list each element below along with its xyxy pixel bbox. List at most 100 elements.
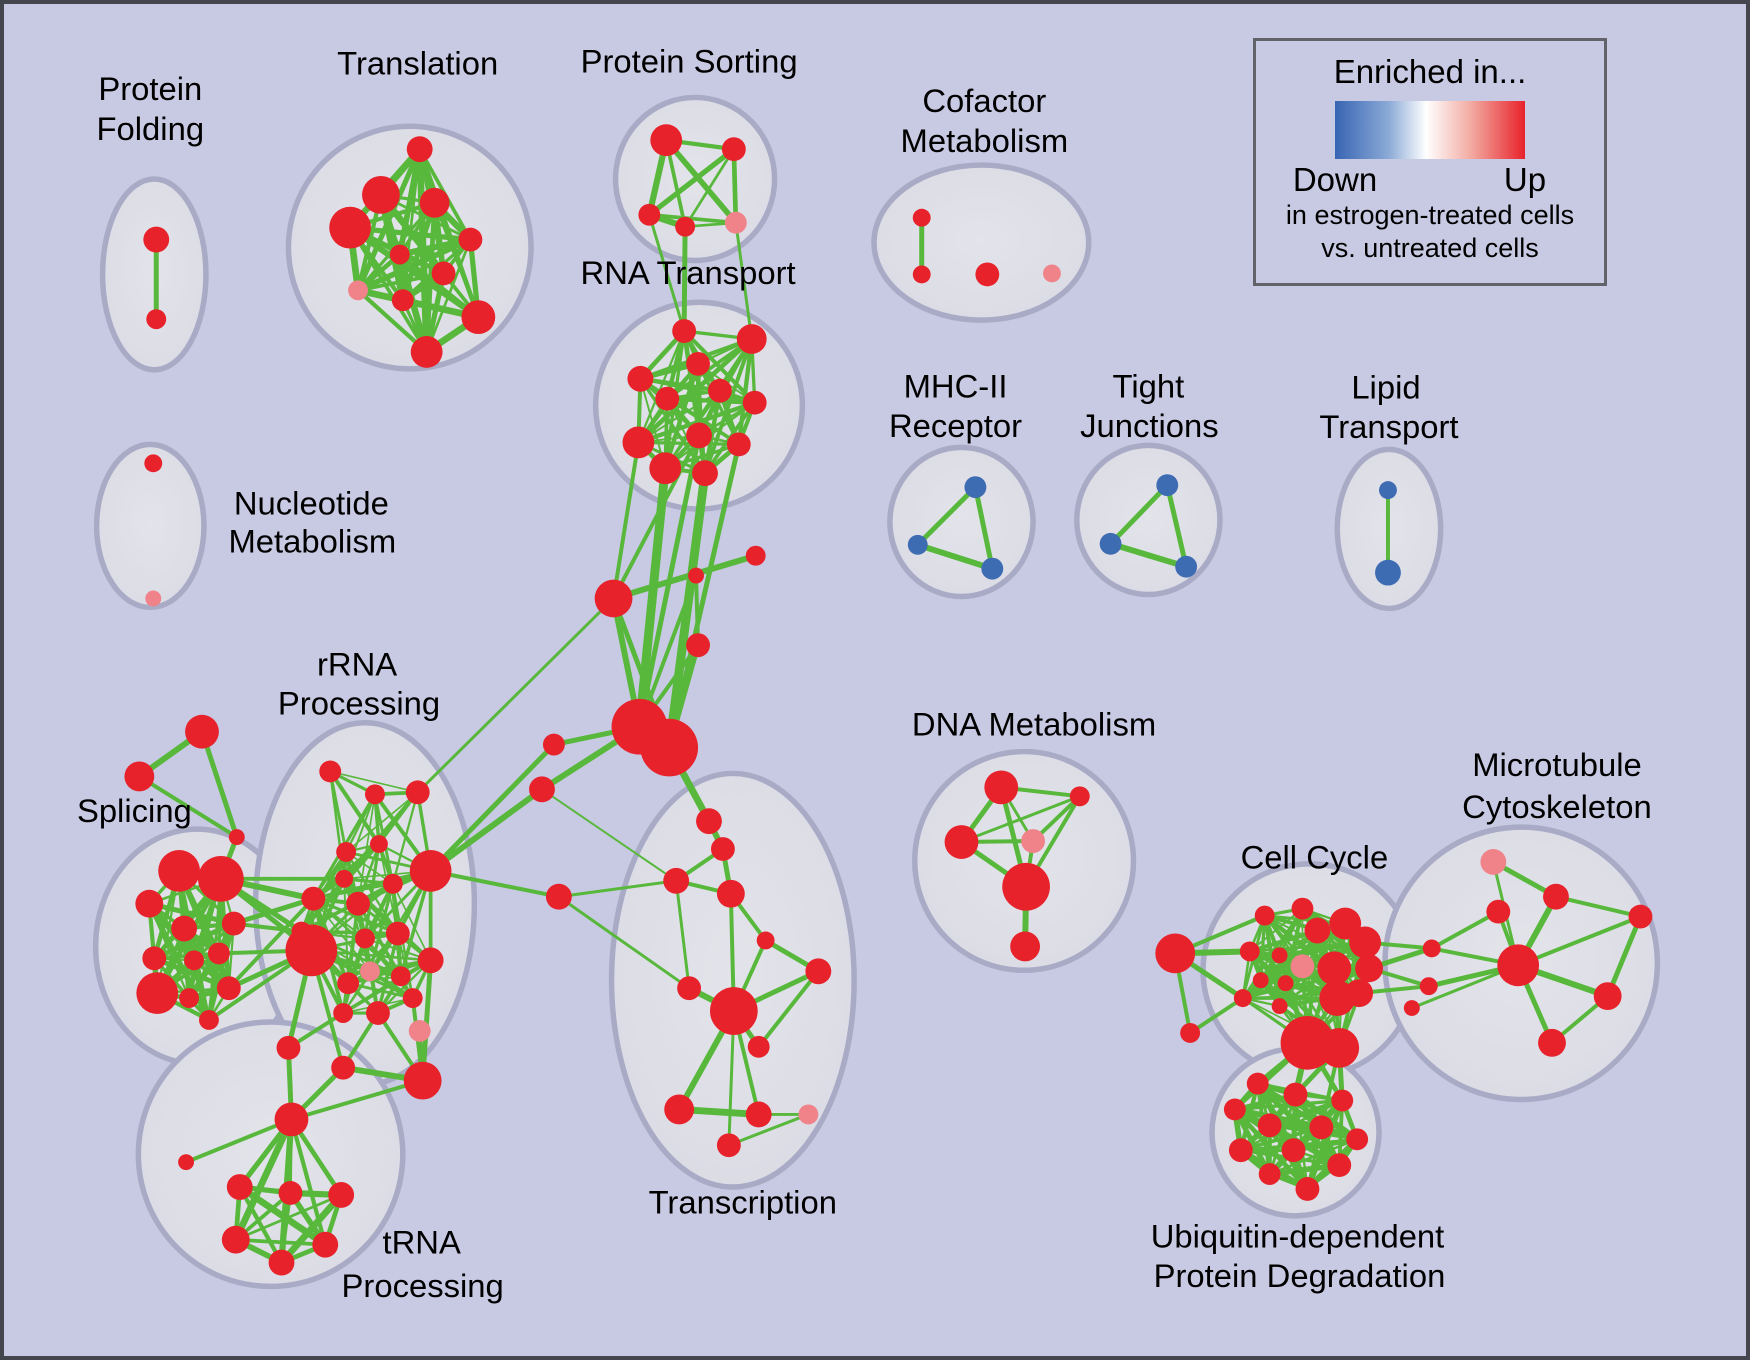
enrichment-edge bbox=[734, 221, 754, 341]
gene-set-node-red bbox=[545, 883, 572, 910]
gene-set-node-red bbox=[912, 208, 931, 227]
gene-set-node-red bbox=[1246, 1072, 1269, 1095]
gene-set-node-pink bbox=[348, 280, 368, 301]
enrichment-edge bbox=[727, 1112, 810, 1147]
gene-set-node-red bbox=[686, 422, 712, 449]
enrichment-edge-trna-mesh bbox=[234, 1193, 343, 1242]
gene-set-node-red bbox=[622, 426, 655, 459]
enrichment-edge-rrna-mesh bbox=[391, 791, 419, 885]
gene-set-node-pink bbox=[798, 1104, 819, 1125]
enrichment-edge bbox=[199, 729, 240, 840]
cluster-label: Splicing bbox=[77, 792, 192, 829]
gene-set-node-red bbox=[329, 206, 371, 249]
gene-set-node-red bbox=[944, 825, 979, 859]
cluster-label: Processing bbox=[278, 685, 440, 722]
enrichment-edge-rna-transport-mesh bbox=[702, 388, 723, 476]
enrichment-edge-rrna-mesh bbox=[363, 842, 381, 941]
gene-set-node-red bbox=[1309, 1115, 1334, 1140]
gene-set-node-red bbox=[369, 835, 388, 853]
gene-set-node-red bbox=[301, 886, 326, 911]
legend-subtitle-line2: vs. untreated cells bbox=[1321, 233, 1539, 263]
enrichment-edge-rna-transport-mesh bbox=[666, 397, 706, 475]
gene-set-node-pink bbox=[145, 590, 162, 607]
enrichment-edge bbox=[610, 552, 759, 602]
gene-set-node-red bbox=[1543, 883, 1569, 910]
cluster-label: Cofactor bbox=[922, 82, 1046, 119]
gene-set-node-red bbox=[649, 452, 682, 485]
gene-set-node-red bbox=[1228, 1138, 1253, 1163]
gene-set-node-red bbox=[1069, 786, 1090, 807]
gene-set-node-red bbox=[1291, 897, 1314, 920]
legend-up-label: Up bbox=[1503, 161, 1547, 198]
enrichment-edge bbox=[1553, 894, 1643, 919]
gene-set-node-red bbox=[136, 972, 179, 1015]
gene-set-node-red bbox=[405, 780, 430, 805]
gene-set-node-red bbox=[184, 950, 204, 971]
nodes-layer bbox=[124, 124, 1653, 1276]
enrichment-edge-rrna-mesh bbox=[329, 770, 419, 794]
enrichment-edge bbox=[647, 213, 686, 333]
cluster-label: Microtubule bbox=[1472, 746, 1642, 783]
cluster-label: Transport bbox=[1319, 408, 1458, 445]
enrichment-edge-translation-mesh bbox=[356, 271, 446, 293]
gene-set-node-red bbox=[346, 891, 370, 916]
gene-set-node-pink bbox=[1043, 264, 1061, 283]
enrichment-edge-trna-mesh bbox=[278, 1191, 345, 1266]
cluster-ellipse-mhc-ii-receptor bbox=[887, 444, 1036, 600]
gene-set-node-red bbox=[747, 1035, 770, 1058]
gene-set-node-red bbox=[1327, 1153, 1352, 1178]
gene-set-node-red bbox=[1329, 907, 1362, 940]
enrichment-edge bbox=[611, 433, 702, 601]
gene-set-node-red bbox=[336, 842, 357, 862]
gene-set-node-red bbox=[1419, 977, 1438, 996]
cluster-label: RNA Transport bbox=[581, 254, 796, 291]
cluster-ellipse-nucleotide-metabolism bbox=[93, 441, 207, 611]
enrichment-edge-trna-mesh bbox=[233, 1237, 328, 1247]
cluster-label: Lipid bbox=[1351, 368, 1420, 405]
gene-set-node-red bbox=[1233, 989, 1252, 1008]
gene-set-node-red bbox=[179, 988, 199, 1009]
cluster-label: Receptor bbox=[889, 407, 1022, 444]
gene-set-node-red bbox=[417, 947, 444, 974]
gene-set-node-red bbox=[389, 244, 410, 265]
gene-set-node-red bbox=[742, 390, 767, 415]
gene-set-node-red bbox=[664, 1094, 695, 1125]
cluster-label: Junctions bbox=[1080, 407, 1219, 444]
gene-set-node-blue bbox=[907, 534, 928, 555]
enrichment-edge bbox=[427, 786, 545, 874]
enrichment-edge bbox=[540, 788, 678, 882]
enrichment-edge bbox=[1188, 996, 1245, 1035]
enrichment-edge-rrna-mesh bbox=[341, 974, 403, 1015]
cluster-label: Protein Sorting bbox=[581, 42, 798, 79]
gene-set-node-red bbox=[312, 1231, 339, 1258]
gene-set-node-red bbox=[1280, 1016, 1335, 1070]
gene-set-node-red bbox=[319, 760, 342, 783]
cluster-label: MHC-II bbox=[904, 367, 1008, 404]
legend-title: Enriched in... bbox=[1333, 53, 1527, 90]
gene-set-node-red bbox=[228, 829, 245, 846]
gene-set-node-red bbox=[975, 262, 1000, 287]
enrichment-edge-rna-transport-mesh bbox=[736, 336, 754, 447]
gene-set-node-red bbox=[216, 976, 241, 1001]
gene-set-node-red bbox=[1002, 862, 1050, 911]
cluster-label: Processing bbox=[342, 1267, 504, 1304]
enrichment-edge-rna-transport-mesh bbox=[636, 400, 757, 445]
cluster-label: Cell Cycle bbox=[1241, 839, 1389, 876]
gene-set-node-red bbox=[221, 911, 246, 936]
gene-set-node-red bbox=[431, 261, 456, 286]
cluster-label: Metabolism bbox=[228, 522, 396, 559]
enrichment-edge-rna-transport-mesh bbox=[665, 396, 757, 405]
enrichment-edge bbox=[557, 879, 678, 899]
gene-set-node-red bbox=[365, 784, 385, 805]
gene-set-node-red bbox=[366, 1001, 390, 1025]
gene-set-node-red bbox=[1283, 1082, 1308, 1107]
gene-set-node-red bbox=[1403, 1000, 1420, 1017]
gene-set-node-red bbox=[333, 1003, 354, 1023]
gene-set-node-red bbox=[382, 873, 403, 894]
cluster-label: Folding bbox=[96, 110, 204, 147]
enrichment-edge bbox=[1108, 482, 1170, 547]
gene-set-node-red bbox=[640, 718, 699, 777]
enrichment-edge-rna-transport-mesh bbox=[637, 389, 721, 444]
cluster-ellipse-cofactor-metabolism bbox=[871, 162, 1092, 323]
